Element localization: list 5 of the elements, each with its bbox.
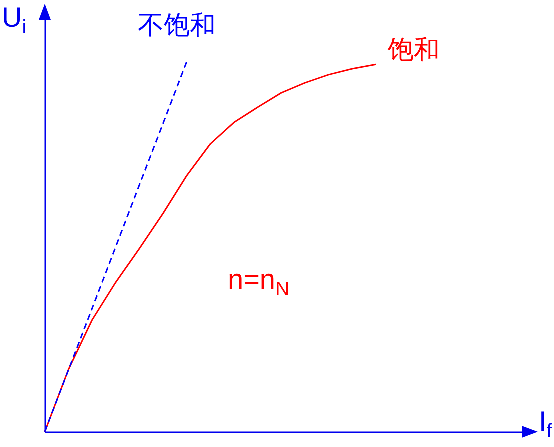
text: I$_{f}$ <box>539 406 552 443</box>
series-label: 不饱和 <box>138 10 216 41</box>
series-label: 饱和 <box>387 36 440 66</box>
annotation: n=n$_{N}$ <box>228 264 290 301</box>
y-axis-title: U$_{i}$ <box>2 2 27 39</box>
